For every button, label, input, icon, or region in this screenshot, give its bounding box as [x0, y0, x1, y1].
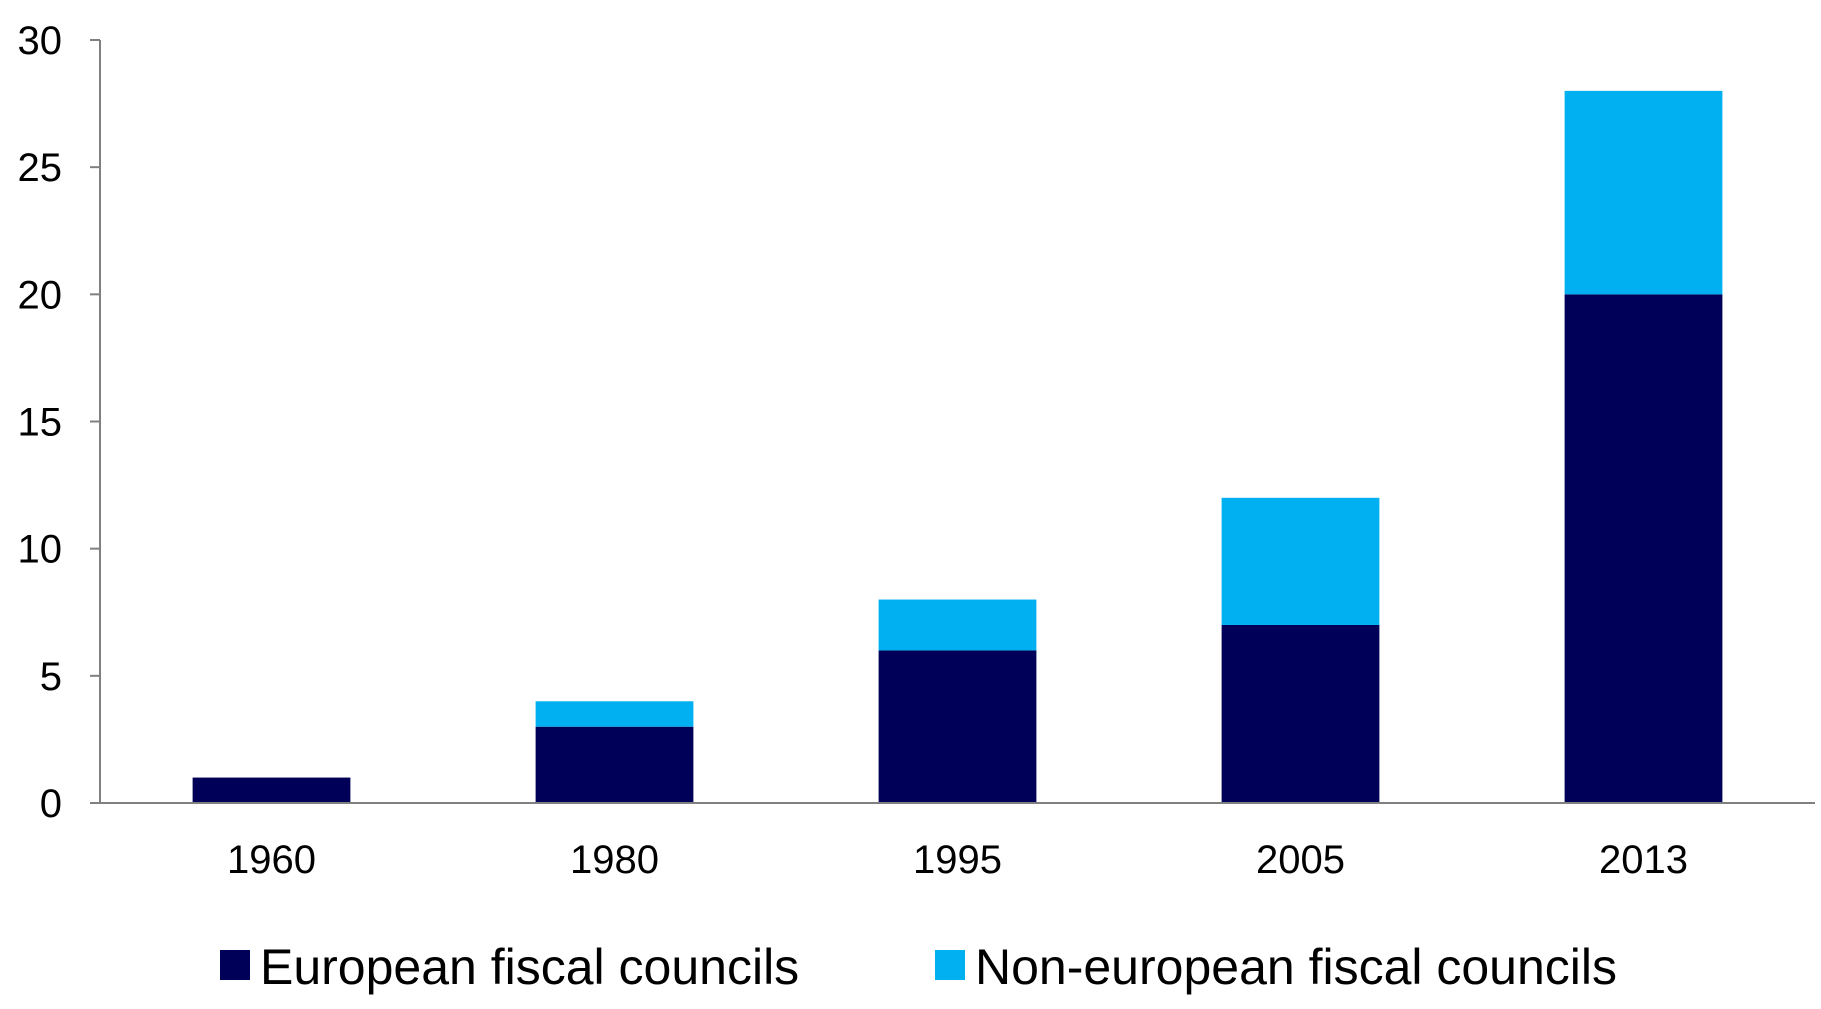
bar-european-1995 [878, 650, 1037, 803]
legend-label-european: European fiscal councils [260, 939, 799, 995]
y-axis-ticks [90, 39, 100, 804]
x-tick-label-2013: 2013 [1599, 838, 1688, 882]
bar-non-european-1995 [878, 599, 1037, 651]
bar-european-1960 [192, 777, 351, 803]
bar-non-european-2005 [1221, 497, 1380, 625]
y-tick-label-15: 15 [18, 401, 63, 445]
x-tick-label-1995: 1995 [913, 838, 1002, 882]
legend-label-non-european: Non-european fiscal councils [975, 939, 1617, 995]
y-axis-tick-labels: 0 5 10 15 20 25 30 [18, 19, 63, 826]
y-tick-label-25: 25 [18, 146, 63, 190]
x-tick-label-2005: 2005 [1256, 838, 1345, 882]
y-tick-label-5: 5 [40, 655, 62, 699]
legend-swatch-european [220, 950, 250, 980]
bar-european-2013 [1564, 294, 1723, 803]
y-tick-label-0: 0 [40, 782, 62, 826]
bar-european-1980 [535, 726, 694, 803]
bar-non-european-2013 [1564, 90, 1723, 295]
legend-swatch-non-european [935, 950, 965, 980]
bar-european-2005 [1221, 624, 1380, 803]
y-tick-label-10: 10 [18, 528, 63, 572]
x-tick-label-1980: 1980 [570, 838, 659, 882]
y-tick-label-20: 20 [18, 273, 63, 317]
legend: European fiscal councils Non-european fi… [220, 939, 1617, 995]
x-axis-tick-labels: 1960 1980 1995 2005 2013 [227, 838, 1688, 882]
bar-non-european-1980 [535, 701, 694, 727]
bar-stacks [192, 90, 1723, 803]
y-tick-label-30: 30 [18, 19, 63, 63]
x-tick-label-1960: 1960 [227, 838, 316, 882]
plot-area: 0 5 10 15 20 25 30 1960 1980 1995 2005 2013 [18, 19, 1815, 882]
